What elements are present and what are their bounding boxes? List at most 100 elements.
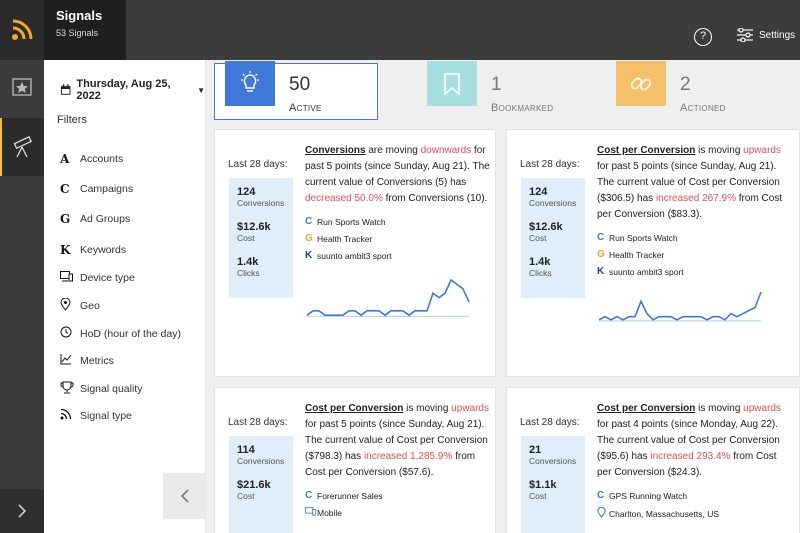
metric-value: 114 <box>237 444 255 456</box>
filter-label: Keywords <box>80 244 127 256</box>
signal-icon <box>60 408 80 423</box>
pin-icon <box>60 297 80 314</box>
keyword-icon: K <box>305 250 313 261</box>
bookmarked-count: 1 <box>491 74 502 95</box>
metric-label: Conversions <box>529 456 577 466</box>
expand-rail-button[interactable] <box>0 489 44 533</box>
trophy-icon <box>60 381 80 397</box>
filter-label: Geo <box>80 300 100 312</box>
filter-ad-groups[interactable]: G Ad Groups <box>60 212 130 226</box>
filter-metrics[interactable]: Metrics <box>60 353 114 368</box>
campaign-tag[interactable]: C Forerunner Sales <box>305 490 383 501</box>
campaign-icon: C <box>305 490 313 501</box>
pin-icon <box>597 506 609 521</box>
sparkline-series <box>306 278 470 317</box>
metric-link[interactable]: Cost per Conversion <box>305 403 404 414</box>
signal-card[interactable]: Last 28 days: 124 Conversions $12.6k Cos… <box>506 129 800 377</box>
star-icon <box>12 78 32 96</box>
range-label: Last 28 days: <box>520 159 580 170</box>
keywords-icon: K <box>60 243 71 257</box>
metrics-panel: 124 Conversions $12.6k Cost 1.4k Clicks <box>521 178 585 298</box>
bookmark-icon <box>427 61 477 106</box>
signal-card[interactable]: Last 28 days: 21 Conversions $1.1k Cost … <box>506 387 800 533</box>
adgroup-icon: G <box>597 249 605 260</box>
filter-signal-quality[interactable]: Signal quality <box>60 381 142 397</box>
tag-label: GPS Running Watch <box>609 490 688 501</box>
metric-link[interactable]: Cost per Conversion <box>597 145 696 156</box>
campaign-icon: C <box>597 232 605 243</box>
metric-value: 1.4k <box>529 256 551 268</box>
help-button[interactable]: ? <box>694 28 712 46</box>
tag-label: Mobile <box>317 508 343 518</box>
filter-label: Signal quality <box>80 383 143 395</box>
filter-label: Ad Groups <box>80 213 131 225</box>
filters-heading: Filters <box>57 114 87 126</box>
collapse-sidebar-button[interactable] <box>163 473 207 519</box>
campaign-tag[interactable]: C Run Sports Watch <box>597 232 684 243</box>
adgroup-tag[interactable]: G Health Tracker <box>597 249 684 260</box>
metrics-panel: 21 Conversions $1.1k Cost <box>521 436 585 533</box>
device-icon <box>60 271 80 285</box>
signal-card[interactable]: Last 28 days: 124 Conversions $12.6k Cos… <box>214 129 496 377</box>
stat-active[interactable]: 50 Active <box>214 61 378 120</box>
desc-text: from Cost per Conversion ($24.3). <box>597 451 777 478</box>
keyword-icon: K <box>597 266 605 277</box>
tag-label: Health Tracker <box>609 249 665 260</box>
filter-device-type[interactable]: Device type <box>60 271 135 285</box>
tag-label: Health Tracker <box>317 233 373 244</box>
metric-label: Clicks <box>237 268 260 278</box>
metric-label: Cost <box>237 233 255 243</box>
stat-bookmarked[interactable]: 1 Bookmarked <box>416 61 566 120</box>
left-rail <box>0 60 44 533</box>
campaign-tag[interactable]: C Run Sports Watch <box>305 216 392 227</box>
device-tag[interactable]: Mobile <box>305 507 383 519</box>
direction-text: upwards <box>451 403 489 414</box>
rail-signals[interactable] <box>0 118 44 176</box>
rail-bookmarks[interactable] <box>0 68 44 108</box>
signal-card[interactable]: Last 28 days: 114 Conversions $21.6k Cos… <box>214 387 496 533</box>
sparkline-chart <box>598 291 762 322</box>
date-picker[interactable]: Thursday, Aug 25, 2022 ▼ <box>60 78 205 102</box>
filter-campaigns[interactable]: C Campaigns <box>60 182 133 196</box>
entity-tags: C Forerunner Sales Mobile <box>305 490 383 525</box>
campaign-tag[interactable]: C GPS Running Watch <box>597 490 719 501</box>
sparkline-chart <box>306 278 470 317</box>
change-text: increased 267.9% <box>655 193 736 204</box>
filter-keywords[interactable]: K Keywords <box>60 243 126 257</box>
desc-text: is moving <box>695 145 744 156</box>
filter-label: Metrics <box>80 354 114 367</box>
range-label: Last 28 days: <box>228 417 288 428</box>
accounts-icon: A <box>60 152 70 166</box>
settings-button[interactable]: Settings <box>737 28 795 42</box>
actioned-label: Actioned <box>680 102 726 114</box>
filter-geo[interactable]: Geo <box>60 297 100 314</box>
clock-icon <box>60 326 80 341</box>
change-text: increased 293.4% <box>650 451 731 462</box>
sparkline-series <box>598 291 762 321</box>
geo-tag[interactable]: Charlton, Massachusetts, US <box>597 506 719 521</box>
desc-text: from Conversions (10). <box>382 193 488 204</box>
desc-text: from Cost per Conversion ($83.3). <box>597 193 783 220</box>
metric-value: $12.6k <box>237 221 271 233</box>
filter-label: Accounts <box>80 153 124 165</box>
signal-description: Cost per Conversion is moving upwards fo… <box>597 143 787 223</box>
filter-signal-type[interactable]: Signal type <box>60 408 132 423</box>
adgroup-icon: G <box>305 233 313 244</box>
rss-logo-icon <box>0 0 44 60</box>
metric-link[interactable]: Cost per Conversion <box>597 403 696 414</box>
change-text: decreased 50.0% <box>305 193 383 204</box>
metric-link[interactable]: Conversions <box>305 145 366 156</box>
filter-hod[interactable]: HoD (hour of the day) <box>60 326 181 341</box>
signal-description: Cost per Conversion is moving upwards fo… <box>597 401 787 481</box>
stat-actioned[interactable]: 2 Actioned <box>605 61 755 120</box>
lightbulb-icon <box>225 61 275 106</box>
direction-text: upwards <box>743 403 781 414</box>
desc-text: is moving <box>403 403 452 414</box>
filter-accounts[interactable]: A Accounts <box>60 152 123 166</box>
chart-icon <box>60 353 80 368</box>
adgroup-tag[interactable]: G Health Tracker <box>305 233 392 244</box>
metric-value: $12.6k <box>529 221 563 233</box>
desc-text: for past 5 points (since Sunday, Aug 21)… <box>305 145 490 188</box>
